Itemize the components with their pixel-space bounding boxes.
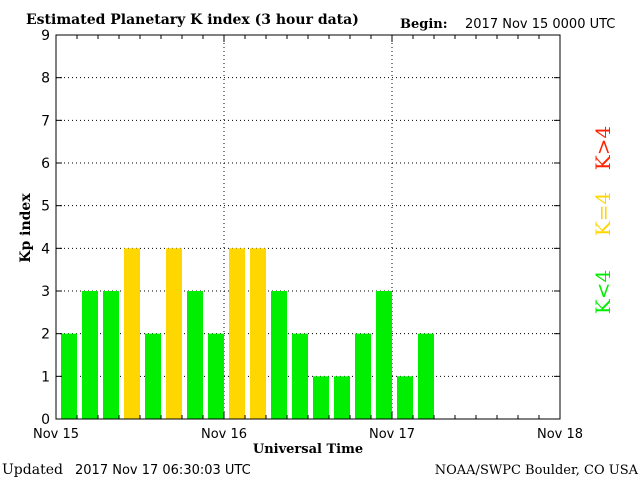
bar (250, 248, 266, 419)
bar (166, 248, 182, 419)
begin-value: 2017 Nov 15 0000 UTC (465, 17, 615, 32)
y-tick-label: 7 (41, 113, 50, 129)
x-tick-label: Nov 16 (201, 427, 247, 442)
y-tick-label: 5 (41, 199, 50, 215)
bar (313, 376, 329, 419)
y-ticks: 0 1 2 3 4 5 6 7 8 9 (41, 28, 560, 428)
legend-k-below-4: K<4 (591, 270, 615, 314)
x-ticks: Nov 15 Nov 16 Nov 17 Nov 18 (33, 35, 583, 442)
bar (271, 291, 287, 419)
updated-value: 2017 Nov 17 06:30:03 UTC (75, 463, 251, 478)
x-tick-label: Nov 15 (33, 427, 79, 442)
y-axis-label: Kp index (18, 193, 34, 263)
source-credit: NOAA/SWPC Boulder, CO USA (435, 463, 639, 478)
bar (187, 291, 203, 419)
begin-label: Begin: (400, 17, 448, 32)
bar (61, 333, 77, 419)
x-tick-label: Nov 18 (537, 427, 583, 442)
bar (145, 333, 161, 419)
y-tick-label: 8 (41, 71, 50, 87)
y-tick-label: 1 (41, 369, 50, 385)
legend-k-above-4: K>4 (591, 126, 615, 170)
bar (418, 333, 434, 419)
bar (208, 333, 224, 419)
bar (334, 376, 350, 419)
bar (292, 333, 308, 419)
bar (376, 291, 392, 419)
y-tick-label: 9 (41, 28, 50, 44)
bar (124, 248, 140, 419)
x-axis-label: Universal Time (253, 442, 363, 457)
legend-k-equal-4: K=4 (591, 192, 615, 236)
bar (103, 291, 119, 419)
updated-label: Updated (2, 462, 63, 478)
bar (229, 248, 245, 419)
y-tick-label: 6 (41, 156, 50, 172)
y-tick-label: 2 (41, 327, 50, 343)
y-tick-label: 0 (41, 412, 50, 428)
bar (82, 291, 98, 419)
bar (397, 376, 413, 419)
x-tick-label: Nov 17 (369, 427, 415, 442)
bars (61, 248, 434, 419)
y-tick-label: 4 (41, 241, 50, 257)
chart-title: Estimated Planetary K index (3 hour data… (26, 12, 359, 28)
y-tick-label: 3 (41, 284, 50, 300)
bar (355, 333, 371, 419)
